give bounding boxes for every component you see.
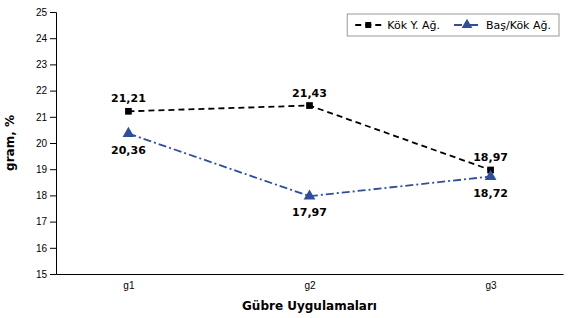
tick-label: 16 (36, 243, 48, 254)
data-label: 17,97 (292, 206, 327, 219)
tick: 20 (36, 138, 56, 149)
marker (304, 189, 316, 199)
legend: Kök Y. Ağ. Baş/Kök Ağ. (347, 14, 559, 36)
tick-label: 15 (36, 269, 48, 280)
x-axis-title: Gübre Uygulamaları (242, 299, 377, 313)
legend-item: Baş/Kök Ağ. (454, 19, 551, 32)
tick: g2 (304, 280, 316, 291)
line (128, 106, 490, 170)
legend-marker (462, 19, 473, 28)
tick-mark (50, 274, 56, 275)
tick: 17 (36, 216, 56, 227)
tick-label: 18 (36, 190, 48, 201)
marks (123, 102, 497, 199)
tick-label: 22 (36, 85, 48, 96)
data-label: 18,72 (473, 187, 508, 200)
tick-mark (50, 143, 56, 144)
marker (125, 108, 132, 115)
tick: g1 (123, 280, 135, 291)
legend-label: Kök Y. Ağ. (387, 19, 440, 32)
plot: 15 16 17 18 19 20 21 22 23 24 25 g1 g2 g3 21,21 21,43 18… (36, 7, 564, 291)
tick-label: 23 (36, 59, 48, 70)
tick-mark (50, 91, 56, 92)
chart: 15 16 17 18 19 20 21 22 23 24 25 g1 g2 g3 21,21 21,43 18… (0, 0, 579, 318)
marker (123, 127, 135, 137)
tick: 18 (36, 190, 56, 201)
tick-mark (50, 195, 56, 196)
legend-item: Kök Y. Ağ. (355, 19, 440, 32)
legend-frame (347, 14, 559, 36)
tick-mark (50, 64, 56, 65)
y-axis-title: gram, % (3, 115, 17, 171)
data-label: 21,43 (292, 87, 327, 100)
tick: 25 (36, 7, 56, 18)
data-label: 18,97 (473, 151, 508, 164)
legend-marker (365, 22, 371, 28)
tick: 16 (36, 243, 56, 254)
tick: 23 (36, 59, 56, 70)
data-label: 21,21 (111, 92, 146, 105)
tick-label: 25 (36, 7, 48, 18)
tick: g3 (486, 280, 498, 291)
tick-mark (50, 38, 56, 39)
line (128, 134, 490, 197)
tick: 19 (36, 164, 56, 175)
data-labels: 21,21 21,43 18,97 20,36 17,97 18,72 (111, 87, 508, 220)
tick-mark (50, 248, 56, 249)
x-axis: g1 g2 g3 (57, 275, 564, 292)
tick-mark (50, 222, 56, 223)
tick-label: 20 (36, 138, 48, 149)
y-axis: 15 16 17 18 19 20 21 22 23 24 25 (36, 7, 57, 280)
tick: 21 (36, 112, 56, 123)
tick: 22 (36, 85, 56, 96)
tick-mark (50, 12, 56, 13)
tick-mark (50, 117, 56, 118)
tick-label: 19 (36, 164, 48, 175)
tick-label: g2 (304, 280, 316, 291)
data-label: 20,36 (111, 144, 146, 157)
axis-line (57, 274, 564, 275)
tick-mark (50, 169, 56, 170)
legend-label: Baş/Kök Ağ. (486, 19, 551, 32)
axis-line (50, 13, 57, 275)
tick: 24 (36, 33, 56, 44)
marker (485, 170, 497, 180)
tick-label: g3 (486, 280, 498, 291)
tick-label: 24 (36, 33, 48, 44)
tick: 15 (36, 269, 56, 280)
tick-label: g1 (123, 280, 135, 291)
marker (306, 102, 313, 109)
tick-label: 21 (36, 112, 48, 123)
tick-label: 17 (36, 216, 48, 227)
